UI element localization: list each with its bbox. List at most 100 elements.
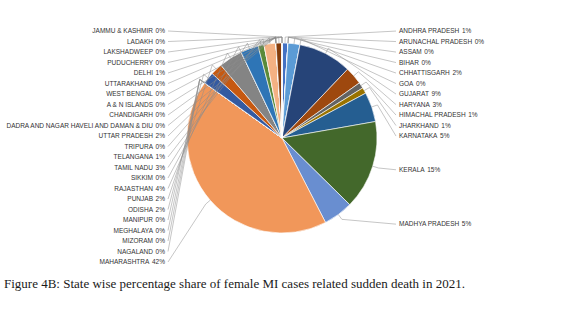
label-value: 5%	[440, 132, 450, 139]
label-value: 0%	[416, 80, 426, 87]
label-value: 1%	[156, 153, 166, 160]
label-value: 3%	[432, 101, 442, 108]
label-category: BIHAR	[399, 59, 419, 66]
label-value: 0%	[156, 143, 166, 150]
data-label: GUJARAT9%	[399, 90, 441, 97]
leader-line	[354, 72, 396, 105]
label-value: 1%	[156, 69, 166, 76]
label-category: JAMMU & KASHMIR	[92, 27, 153, 34]
data-label: PUNJAB2%	[127, 195, 165, 202]
label-value: 0%	[156, 227, 166, 234]
label-value: 0%	[156, 48, 166, 55]
label-category: PUNJAB	[127, 195, 153, 202]
data-label: TAMIL NADU3%	[114, 164, 165, 171]
data-label: ANDHRA PRADESH1%	[399, 27, 472, 34]
label-value: 0%	[156, 237, 166, 244]
data-label: HIMACHAL PRADESH1%	[399, 111, 478, 118]
data-label: UTTARAKHAND0%	[105, 80, 165, 87]
label-category: TELANGANA	[114, 153, 154, 160]
label-category: MIZORAM	[122, 237, 153, 244]
data-label: TRIPURA0%	[124, 143, 165, 150]
label-value: 0%	[156, 80, 166, 87]
data-label: MAHARASHTRA42%	[100, 258, 166, 265]
label-value: 9%	[431, 90, 441, 97]
leader-line	[372, 105, 396, 136]
data-label: KARNATAKA5%	[399, 132, 450, 139]
label-category: LADAKH	[127, 38, 153, 45]
leader-line	[300, 39, 396, 84]
data-label: ODISHA2%	[128, 206, 165, 213]
label-category: DELHI	[134, 69, 153, 76]
label-value: 0%	[156, 101, 166, 108]
label-category: SIKKIM	[131, 174, 153, 181]
label-value: 3%	[156, 164, 166, 171]
leader-line	[285, 31, 396, 43]
label-value: 2%	[156, 206, 166, 213]
label-category: ODISHA	[128, 206, 154, 213]
label-category: ARUNACHAL PRADESH	[399, 38, 472, 45]
leader-line	[361, 82, 396, 115]
data-label: UTTAR PRADESH2%	[99, 132, 166, 139]
pie-slice	[282, 43, 283, 138]
data-label: MADHYA PRADESH5%	[399, 220, 471, 227]
leader-line	[168, 37, 276, 115]
label-category: MEGHALAYA	[113, 227, 153, 234]
label-value: 2%	[452, 69, 462, 76]
pie-slice	[282, 43, 283, 138]
pie-slice	[276, 43, 282, 138]
leader-line	[168, 53, 231, 188]
label-value: 0%	[156, 38, 166, 45]
data-labels: ANDHRA PRADESH1%ARUNACHAL PRADESH0%ASSAM…	[6, 27, 484, 265]
leader-line	[168, 79, 205, 241]
label-category: TRIPURA	[124, 143, 153, 150]
leader-line	[168, 37, 276, 94]
label-value: 0%	[156, 248, 166, 255]
data-label: BIHAR0%	[399, 59, 431, 66]
leader-line	[168, 37, 279, 73]
leader-line	[168, 31, 282, 43]
leader-line	[168, 47, 241, 178]
label-value: 1%	[462, 27, 472, 34]
pie-slice	[276, 43, 282, 138]
pie-slice	[276, 43, 282, 138]
data-label: JHARKHAND1%	[399, 122, 451, 129]
data-label: WEST BENGAL0%	[106, 90, 165, 97]
label-category: NAGALAND	[117, 248, 153, 255]
data-label: JAMMU & KASHMIR0%	[92, 27, 165, 34]
label-value: 0%	[156, 174, 166, 181]
leader-line	[168, 37, 276, 104]
label-value: 42%	[152, 258, 165, 265]
label-category: KERALA	[399, 166, 425, 173]
label-value: 0%	[475, 38, 485, 45]
data-label: GOA0%	[399, 80, 426, 87]
leader-line	[168, 79, 205, 230]
data-label: MIZORAM0%	[122, 237, 165, 244]
label-category: HARYANA	[399, 101, 430, 108]
label-category: ASSAM	[399, 48, 422, 55]
leader-line	[168, 39, 264, 147]
label-value: 2%	[156, 195, 166, 202]
label-category: GUJARAT	[399, 90, 429, 97]
label-value: 0%	[421, 59, 431, 66]
label-category: TAMIL NADU	[114, 164, 153, 171]
leader-line	[168, 74, 208, 209]
pie-slice	[264, 43, 282, 138]
data-label: DELHI1%	[134, 69, 165, 76]
label-category: DADRA AND NAGAR HAVELI AND DAMAN & DIU	[6, 122, 153, 129]
label-category: GOA	[399, 80, 414, 87]
label-category: MANIPUR	[123, 216, 153, 223]
leader-line	[373, 166, 396, 170]
label-category: A & N ISLANDS	[107, 101, 154, 108]
label-category: JHARKHAND	[399, 122, 439, 129]
label-category: WEST BENGAL	[106, 90, 153, 97]
pie-slice	[276, 43, 282, 138]
data-label: PUDUCHERRY0%	[107, 59, 165, 66]
label-category: MAHARASHTRA	[100, 258, 151, 265]
label-value: 4%	[156, 185, 166, 192]
label-value: 0%	[424, 48, 434, 55]
leader-lines	[168, 31, 396, 262]
label-value: 0%	[156, 27, 166, 34]
data-label: CHHATTISGARH2%	[399, 69, 462, 76]
data-label: NAGALAND0%	[117, 248, 165, 255]
data-label: LADAKH0%	[127, 38, 165, 45]
